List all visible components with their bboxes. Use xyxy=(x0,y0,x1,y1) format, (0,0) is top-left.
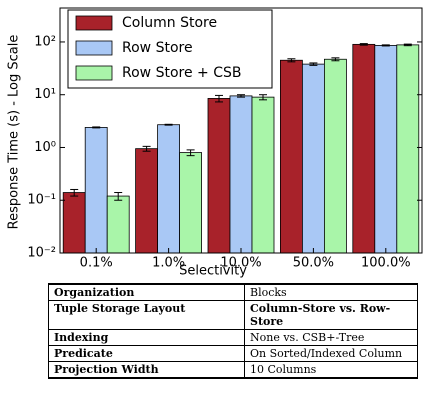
error-bar xyxy=(215,94,223,103)
error-bar xyxy=(237,94,245,98)
bar xyxy=(135,148,159,254)
table-row: Organization Blocks xyxy=(48,283,418,301)
x-tick-label: 100.0% xyxy=(361,256,411,271)
legend-swatch xyxy=(75,15,113,31)
row-key: Tuple Storage Layout xyxy=(48,300,245,330)
error-bar xyxy=(164,123,173,126)
error-bar xyxy=(359,43,368,46)
table-row: Indexing None vs. CSB+-Tree xyxy=(48,329,418,346)
table-row: Tuple Storage Layout Column-Store vs. Row… xyxy=(48,300,418,330)
legend-label: Row Store xyxy=(122,40,193,56)
error-bar xyxy=(114,192,123,201)
config-table: Organization Blocks Tuple Storage Layout Co… xyxy=(48,283,418,379)
bar xyxy=(323,58,347,254)
row-value: 10 Columns xyxy=(244,361,418,379)
error-bar xyxy=(92,126,101,129)
error-bar xyxy=(331,57,340,62)
row-key: Indexing xyxy=(48,329,245,346)
row-key: Predicate xyxy=(48,345,245,362)
error-bar xyxy=(309,62,318,66)
bar xyxy=(179,152,203,254)
x-tick-label: 10.0% xyxy=(220,256,261,271)
bar xyxy=(84,127,108,254)
row-value: Blocks xyxy=(244,283,418,301)
x-tick-label: 1.0% xyxy=(152,256,185,271)
error-bar xyxy=(70,188,79,197)
error-bar xyxy=(403,43,412,47)
bar xyxy=(396,44,420,254)
bar xyxy=(62,192,86,254)
y-tick-label: 10² xyxy=(34,34,56,49)
bar xyxy=(106,195,130,254)
bar xyxy=(251,96,275,254)
error-bar xyxy=(381,44,390,47)
x-tick-label: 50.0% xyxy=(293,256,334,271)
bar xyxy=(229,95,253,254)
legend-label: Row Store + CSB xyxy=(122,65,241,81)
row-value: Column-Store vs. Row-Store xyxy=(244,300,418,330)
legend-swatch xyxy=(75,40,113,56)
row-value: On Sorted/Indexed Column xyxy=(244,345,418,362)
y-axis-label: Response Time (s) - Log Scale xyxy=(7,35,22,230)
table-row: Predicate On Sorted/Indexed Column xyxy=(48,345,418,362)
x-axis-label: Selectivity xyxy=(179,264,247,279)
bar xyxy=(374,45,398,254)
legend-swatch xyxy=(75,65,113,81)
y-tick-label: 10⁰ xyxy=(34,140,56,155)
bar xyxy=(207,98,231,254)
row-key: Organization xyxy=(48,283,245,301)
legend-label: Column Store xyxy=(122,15,217,31)
bar xyxy=(157,124,181,254)
y-tick-label: 10⁻¹ xyxy=(27,193,56,208)
bar xyxy=(279,59,303,254)
chart: Selectivity Response Time (s) - Log Scal… xyxy=(7,7,423,279)
y-tick-label: 10⁻² xyxy=(27,246,56,261)
error-bar xyxy=(142,145,151,152)
bar xyxy=(301,63,325,254)
y-tick-label: 10¹ xyxy=(34,87,56,102)
table-row: Projection Width 10 Columns xyxy=(48,361,418,379)
row-value: None vs. CSB+-Tree xyxy=(244,329,418,346)
x-tick-label: 0.1% xyxy=(80,256,113,271)
error-bar xyxy=(259,94,267,101)
bar xyxy=(352,43,376,254)
row-key: Projection Width xyxy=(48,361,245,379)
error-bar xyxy=(186,149,195,157)
error-bar xyxy=(287,58,296,63)
